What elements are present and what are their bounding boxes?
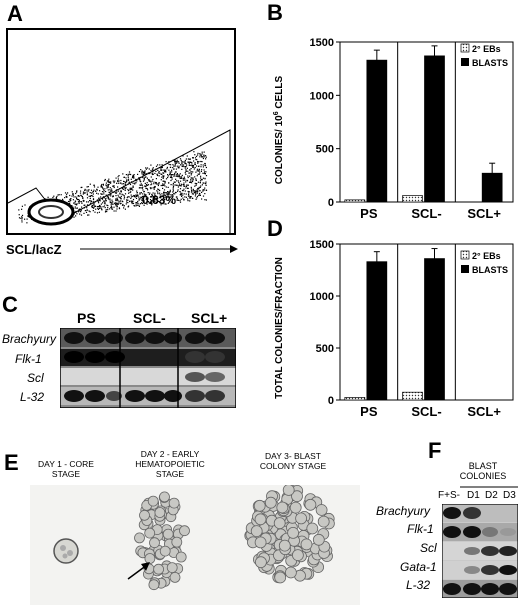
panel-label-f: F — [428, 438, 442, 463]
x-tick-label: SCL- — [411, 404, 441, 419]
gate-percent: 0.63% — [142, 193, 177, 207]
stage-label-day2: DAY 2 - EARLY HEMATOPOIETIC STAGE — [135, 449, 205, 479]
arrow-pointer — [127, 562, 150, 580]
bar-2eb — [402, 195, 423, 203]
x-axis-arrow — [80, 245, 238, 253]
panel-label-c: C — [2, 292, 18, 317]
y-tick-label: 0 — [328, 395, 334, 407]
bar-blasts — [366, 261, 388, 401]
legend-swatch-2eb-d — [460, 250, 470, 260]
f-gene-flk1: Flk-1 — [407, 522, 434, 536]
flow-plot-frame — [6, 28, 236, 235]
y-tick-label: 0 — [328, 197, 334, 209]
x-tick-label: PS — [360, 206, 378, 221]
panel-label-b: B — [267, 0, 283, 25]
gel-panel-c: PS SCL- SCL+ Brachyury Flk-1 Scl L-32 — [0, 310, 260, 410]
bar-blasts — [481, 172, 503, 203]
f-gene-scl: Scl — [420, 541, 437, 555]
stage-label-day1: DAY 1 - CORE STAGE — [38, 459, 94, 479]
bar-blasts — [366, 59, 388, 203]
lane-label-d1: D1 — [467, 490, 480, 501]
y-tick-label: 1500 — [310, 239, 334, 251]
colony-day3 — [244, 485, 335, 584]
stage-label-day3: DAY 3- BLAST COLONY STAGE — [259, 451, 327, 471]
f-gene-brachyury: Brachyury — [376, 504, 431, 518]
x-tick-label: SCL+ — [467, 206, 501, 221]
colony-day2 — [134, 491, 190, 591]
bar-blasts — [424, 258, 445, 401]
f-gene-l32: L-32 — [406, 578, 431, 592]
legend-label-blasts: BLASTS — [472, 58, 508, 68]
y-tick-label: 1000 — [310, 291, 334, 303]
legend-b: 2° EBs BLASTS — [460, 43, 508, 68]
lane-label-scl-plus: SCL+ — [191, 310, 228, 326]
y-axis-label-b: COLONIES/ 106 CELLS — [273, 75, 285, 184]
flow-cytometry-plot: 0.63% — [6, 28, 238, 246]
gel-panel-f: BLAST COLONIES F+S- D1 D2 D3 Brachyury F… — [372, 461, 520, 605]
lane-label-fs: F+S- — [438, 490, 460, 501]
lane-label-d2: D2 — [485, 490, 498, 501]
lane-label-scl-minus: SCL- — [133, 310, 166, 326]
y-axis-label-d: TOTAL COLONIES/FRACTION — [274, 257, 285, 399]
legend-label-blasts-d: BLASTS — [472, 265, 508, 275]
y-tick-label: 1000 — [310, 90, 334, 102]
legend-label-2eb: 2° EBs — [472, 44, 501, 54]
bar-chart-d: TOTAL COLONIES/FRACTION 2° EBs BLASTS 0 5… — [274, 239, 514, 419]
legend-swatch-blasts — [461, 58, 469, 66]
gene-label-l32: L-32 — [20, 390, 45, 404]
f-gene-gata1: Gata-1 — [400, 560, 437, 574]
lane-label-d3: D3 — [503, 490, 516, 501]
y-tick-label: 1500 — [310, 37, 334, 49]
legend-swatch-blasts-d — [461, 265, 469, 273]
blast-colonies-header: BLAST COLONIES — [459, 461, 507, 481]
bar-2eb — [344, 199, 366, 203]
header-rule — [460, 486, 518, 488]
flow-density-core — [38, 205, 64, 219]
legend-swatch-2eb — [460, 43, 470, 53]
legend-d: 2° EBs BLASTS — [460, 250, 508, 275]
panel-label-d: D — [267, 216, 283, 241]
lane-label-ps: PS — [77, 310, 96, 326]
colony-day1 — [53, 538, 79, 564]
x-tick-label: SCL- — [411, 206, 441, 221]
flow-plot-svg — [6, 28, 236, 235]
panel-label-e: E — [4, 450, 19, 475]
gene-label-brachyury: Brachyury — [2, 332, 57, 346]
bar-2eb — [344, 397, 366, 401]
bar-chart-b: COLONIES/ 106 CELLS 2° EBs BLASTS 0 500 10… — [273, 37, 514, 221]
gel-image-c — [60, 328, 236, 408]
colony-images — [30, 485, 360, 605]
gene-label-scl: Scl — [27, 371, 44, 385]
panel-label-a: A — [7, 1, 23, 26]
gel-image-f — [442, 504, 518, 598]
y-tick-label: 500 — [316, 343, 334, 355]
x-axis-label: SCL/lacZ — [6, 242, 62, 257]
x-tick-label: SCL+ — [467, 404, 501, 419]
bar-blasts — [424, 55, 445, 203]
legend-label-2eb-d: 2° EBs — [472, 251, 501, 261]
gene-label-flk1: Flk-1 — [15, 352, 42, 366]
bar-2eb — [402, 391, 423, 401]
y-tick-label: 500 — [316, 144, 334, 156]
x-tick-label: PS — [360, 404, 378, 419]
